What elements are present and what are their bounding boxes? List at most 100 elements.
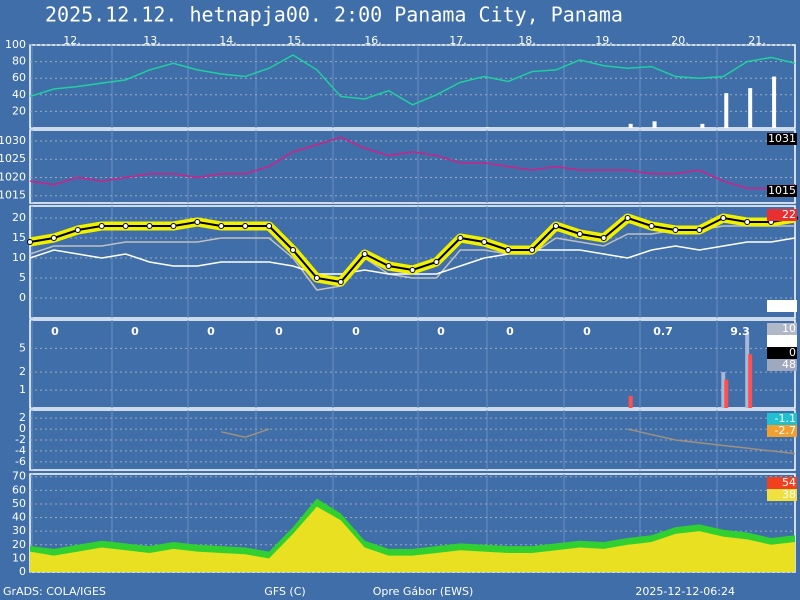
marker [433,259,440,265]
badge-bg [767,185,797,197]
y-tick-label: 80 [12,55,26,68]
y-tick-label: 10 [12,251,26,264]
precip-amount: 0 [275,325,283,338]
badge-bg [767,347,797,359]
marker [242,223,249,229]
marker [337,279,344,285]
y-tick-label: 30 [12,524,26,537]
day-label: 13. [143,34,161,47]
bar [724,379,729,408]
marker [696,227,703,233]
y-tick-label: 1020 [0,170,26,183]
day-label: 21. [748,34,766,47]
day-label: 19. [595,34,613,47]
day-label: 20. [671,34,689,47]
marker [576,231,583,237]
y-tick-label: 5 [19,271,26,284]
footer-text: Opre Gábor (EWS) [373,585,474,598]
y-tick-label: 60 [12,71,26,84]
precip-amount: 9.3 [730,325,750,338]
precip-amount: 0 [506,325,514,338]
badge-text: 10 [782,322,796,335]
marker [27,239,33,245]
badge-text: 2 [789,299,796,312]
precip-amount: 0 [51,325,59,338]
bar [721,372,726,408]
badge-text: 54 [782,476,796,489]
footer-text: 2025-12-12-06:24 [635,585,735,598]
badge-bg [767,335,797,347]
badge-text: 0 [789,346,796,359]
marker [744,219,751,225]
y-tick-label: 2 [19,365,26,378]
badge-bg [767,359,797,371]
line [29,136,796,190]
panel-frame [29,205,796,319]
badge-bg [767,323,797,335]
badge-text: -1.1 [775,412,796,425]
marker [720,215,727,221]
marker [529,247,536,253]
precip-amount: 0 [583,325,591,338]
title: 2025.12.12. hetnapja00. 2:00 Panama City… [45,3,623,27]
y-tick-label: 20 [12,104,26,117]
day-label: 18. [518,34,536,47]
bar [628,123,633,128]
badge-text: 38 [782,488,796,501]
bar [748,354,753,408]
badge-text: -2.7 [775,424,796,437]
y-tick-label: 0 [19,565,26,578]
badge-bg [767,413,797,425]
bar [628,395,633,408]
badge-text: 22 [782,208,796,221]
badge-bg [767,489,797,501]
y-tick-label: 1030 [0,134,26,147]
marker [289,247,296,253]
y-tick-label: 20 [12,211,26,224]
marker [505,247,512,253]
badge-bg [767,209,797,221]
day-label: 15. [287,34,305,47]
y-tick-label: 10 [12,551,26,564]
y-tick-label: 1025 [0,152,26,165]
area [30,506,795,572]
y-tick-label: 0 [19,291,26,304]
line [29,54,796,106]
precip-amount: 0 [437,325,445,338]
marker [74,227,81,233]
badge-text: 0 [789,334,796,347]
y-tick-label: -6 [15,455,26,468]
bar [652,121,657,128]
y-tick-label: 100 [5,38,26,51]
marker [146,223,153,229]
y-tick-label: 0 [19,422,26,435]
y-tick-label: -4 [15,444,26,457]
precip-amount: 0 [131,325,139,338]
line [221,428,796,455]
marker [98,223,105,229]
day-label: 16. [364,34,382,47]
footer-text: GFS (C) [264,585,305,598]
marker [385,263,392,269]
badge-text: 1015 [768,184,796,197]
y-tick-label: 60 [12,483,26,496]
marker [481,239,488,245]
badge-bg [767,477,797,489]
day-label: 12. [63,34,81,47]
marker [457,235,464,241]
badge-bg [767,300,797,312]
marker [313,275,320,281]
marker [122,223,129,229]
bar [700,123,705,128]
y-tick-label: 40 [12,88,26,101]
bar [748,88,753,128]
panel-frame [29,129,796,204]
badge-text: 1031 [768,132,796,145]
precip-amount: 0 [352,325,360,338]
marker [266,223,273,229]
marker [672,227,679,233]
footer-text: GrADS: COLA/IGES [3,585,106,598]
marker [552,223,559,229]
y-tick-label: 50 [12,497,26,510]
bar [745,333,750,408]
